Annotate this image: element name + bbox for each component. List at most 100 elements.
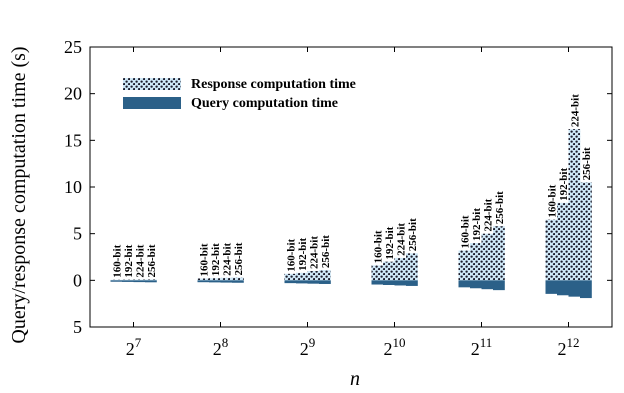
bit-label: 256-bit xyxy=(407,218,419,251)
query-bar xyxy=(122,280,134,282)
legend-swatch-query xyxy=(123,97,181,109)
response-bar xyxy=(568,129,581,281)
bit-label: 224-bit xyxy=(308,236,320,269)
bit-label: 192-bit xyxy=(297,238,309,271)
bars-layer xyxy=(110,129,592,299)
query-bar xyxy=(145,280,157,283)
x-tick-label: 212 xyxy=(558,335,580,359)
y-axis-title: Query/response computation time (s) xyxy=(8,46,30,343)
query-bar xyxy=(557,280,569,296)
bit-label: 224-bit xyxy=(482,198,494,231)
response-bar xyxy=(394,257,407,281)
bit-label: 224-bit xyxy=(569,94,581,127)
y-tick-label: 5 xyxy=(73,224,82,244)
bit-label: 192-bit xyxy=(471,208,483,241)
query-bar xyxy=(545,280,558,294)
bit-label: 160-bit xyxy=(111,244,123,277)
response-bar xyxy=(481,233,494,281)
bit-label: 256-bit xyxy=(146,244,158,277)
response-bar xyxy=(110,279,123,281)
query-bar xyxy=(110,280,123,282)
query-bar xyxy=(284,280,297,284)
bit-label: 256-bit xyxy=(233,242,245,275)
x-tick-exponent: 7 xyxy=(135,335,142,350)
response-bar xyxy=(122,279,134,281)
y-tick-label: 10 xyxy=(64,177,82,197)
bit-label: 224-bit xyxy=(395,223,407,256)
query-bar xyxy=(394,280,407,286)
bit-label: 160-bit xyxy=(285,238,297,271)
legend-swatch-response xyxy=(123,78,181,90)
query-bar xyxy=(406,280,418,286)
query-bar xyxy=(481,280,494,290)
query-bar xyxy=(220,280,233,283)
query-bar xyxy=(133,280,146,283)
bit-label: 192-bit xyxy=(384,226,396,259)
y-tick-label: 5 xyxy=(73,317,82,337)
response-bar xyxy=(209,278,221,281)
x-tick-exponent: 12 xyxy=(567,335,580,350)
query-bar xyxy=(319,280,331,284)
query-bar xyxy=(568,280,581,297)
response-bar xyxy=(383,261,395,281)
bar-labels-layer: 160-bit 192-bit 224-bit 256-bit 160-bit 192-b… xyxy=(111,94,593,278)
y-tick-label: 0 xyxy=(73,270,82,290)
response-bar xyxy=(307,271,320,281)
response-bar xyxy=(319,270,331,281)
bit-label: 256-bit xyxy=(320,235,332,268)
response-bar xyxy=(197,278,210,281)
response-bar xyxy=(133,279,146,281)
x-tick-label: 211 xyxy=(471,335,493,359)
x-tick-label: 28 xyxy=(213,335,229,359)
bit-label: 160-bit xyxy=(198,243,210,276)
response-bar xyxy=(470,243,482,281)
response-bar xyxy=(493,226,505,281)
bit-label: 192-bit xyxy=(558,168,570,201)
response-bar xyxy=(145,279,157,281)
response-bar xyxy=(220,277,233,281)
query-bar xyxy=(209,280,221,283)
query-bar xyxy=(197,280,210,283)
bit-label: 224-bit xyxy=(221,242,233,275)
query-bar xyxy=(232,280,244,283)
response-bar xyxy=(296,272,308,281)
y-tick-label: 25 xyxy=(64,37,82,57)
x-tick-exponent: 9 xyxy=(309,335,316,350)
bit-label: 160-bit xyxy=(459,215,471,248)
legend-label-query: Query computation time xyxy=(191,96,338,111)
query-bar xyxy=(307,280,320,284)
query-bar xyxy=(296,280,308,284)
legend: Response computation time Query computat… xyxy=(123,77,356,111)
x-axis-title: n xyxy=(350,368,360,390)
response-bar xyxy=(557,202,569,281)
bit-label: 256-bit xyxy=(494,191,506,224)
x-tick-exponent: 10 xyxy=(393,335,406,350)
query-bar xyxy=(470,280,482,289)
response-bar xyxy=(545,219,558,281)
response-bar xyxy=(284,273,297,281)
x-tick-label: 29 xyxy=(300,335,316,359)
bit-label: 192-bit xyxy=(210,243,222,276)
query-bar xyxy=(383,280,395,285)
response-bar xyxy=(406,253,418,281)
response-bar xyxy=(458,250,471,281)
response-bar xyxy=(371,265,384,281)
bit-label: 256-bit xyxy=(581,147,593,180)
x-tick-exponent: 8 xyxy=(222,335,229,350)
x-tick-exponent: 11 xyxy=(480,335,493,350)
query-bar xyxy=(458,280,471,288)
query-bar xyxy=(371,280,384,285)
query-bar xyxy=(493,280,505,291)
y-tick-label: 15 xyxy=(64,130,82,150)
x-tick-label: 27 xyxy=(126,335,142,359)
bit-label: 160-bit xyxy=(372,230,384,263)
response-bar xyxy=(580,182,592,281)
y-tick-label: 20 xyxy=(64,84,82,104)
response-bar xyxy=(232,277,244,281)
bit-label: 160-bit xyxy=(546,184,558,217)
x-tick-label: 210 xyxy=(384,335,406,359)
bit-label: 192-bit xyxy=(123,244,135,277)
query-bar xyxy=(580,280,592,299)
legend-label-response: Response computation time xyxy=(191,77,356,92)
